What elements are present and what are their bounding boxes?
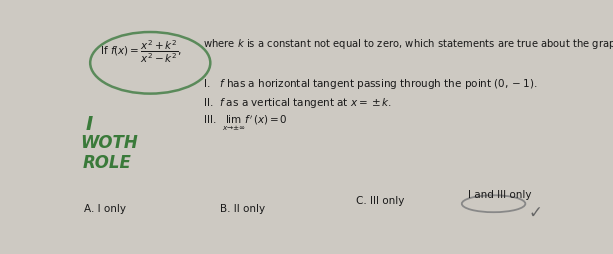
Text: II.  $f$ as a vertical tangent at $x=\pm k$.: II. $f$ as a vertical tangent at $x=\pm … — [203, 96, 392, 110]
Text: III.  $\lim_{x\to\pm\infty} f'(x)=0$: III. $\lim_{x\to\pm\infty} f'(x)=0$ — [203, 114, 287, 133]
Text: A. I only: A. I only — [85, 204, 126, 214]
Text: WOTH: WOTH — [80, 134, 139, 152]
Text: I.   $f$ has a horizontal tangent passing through the point $(0,-1)$.: I. $f$ has a horizontal tangent passing … — [203, 77, 538, 91]
Text: I: I — [86, 115, 93, 134]
Text: C. III only: C. III only — [356, 196, 404, 206]
Text: If $f(x)=\dfrac{x^2+k^2}{x^2-k^2}$,: If $f(x)=\dfrac{x^2+k^2}{x^2-k^2}$, — [100, 39, 182, 66]
Text: B. II only: B. II only — [220, 204, 265, 214]
Text: I and III only: I and III only — [468, 190, 531, 200]
Text: ROLE: ROLE — [83, 154, 132, 172]
Text: where $k$ is a constant not equal to zero, which statements are true about the g: where $k$ is a constant not equal to zer… — [203, 37, 613, 51]
Text: ✓: ✓ — [528, 203, 543, 221]
